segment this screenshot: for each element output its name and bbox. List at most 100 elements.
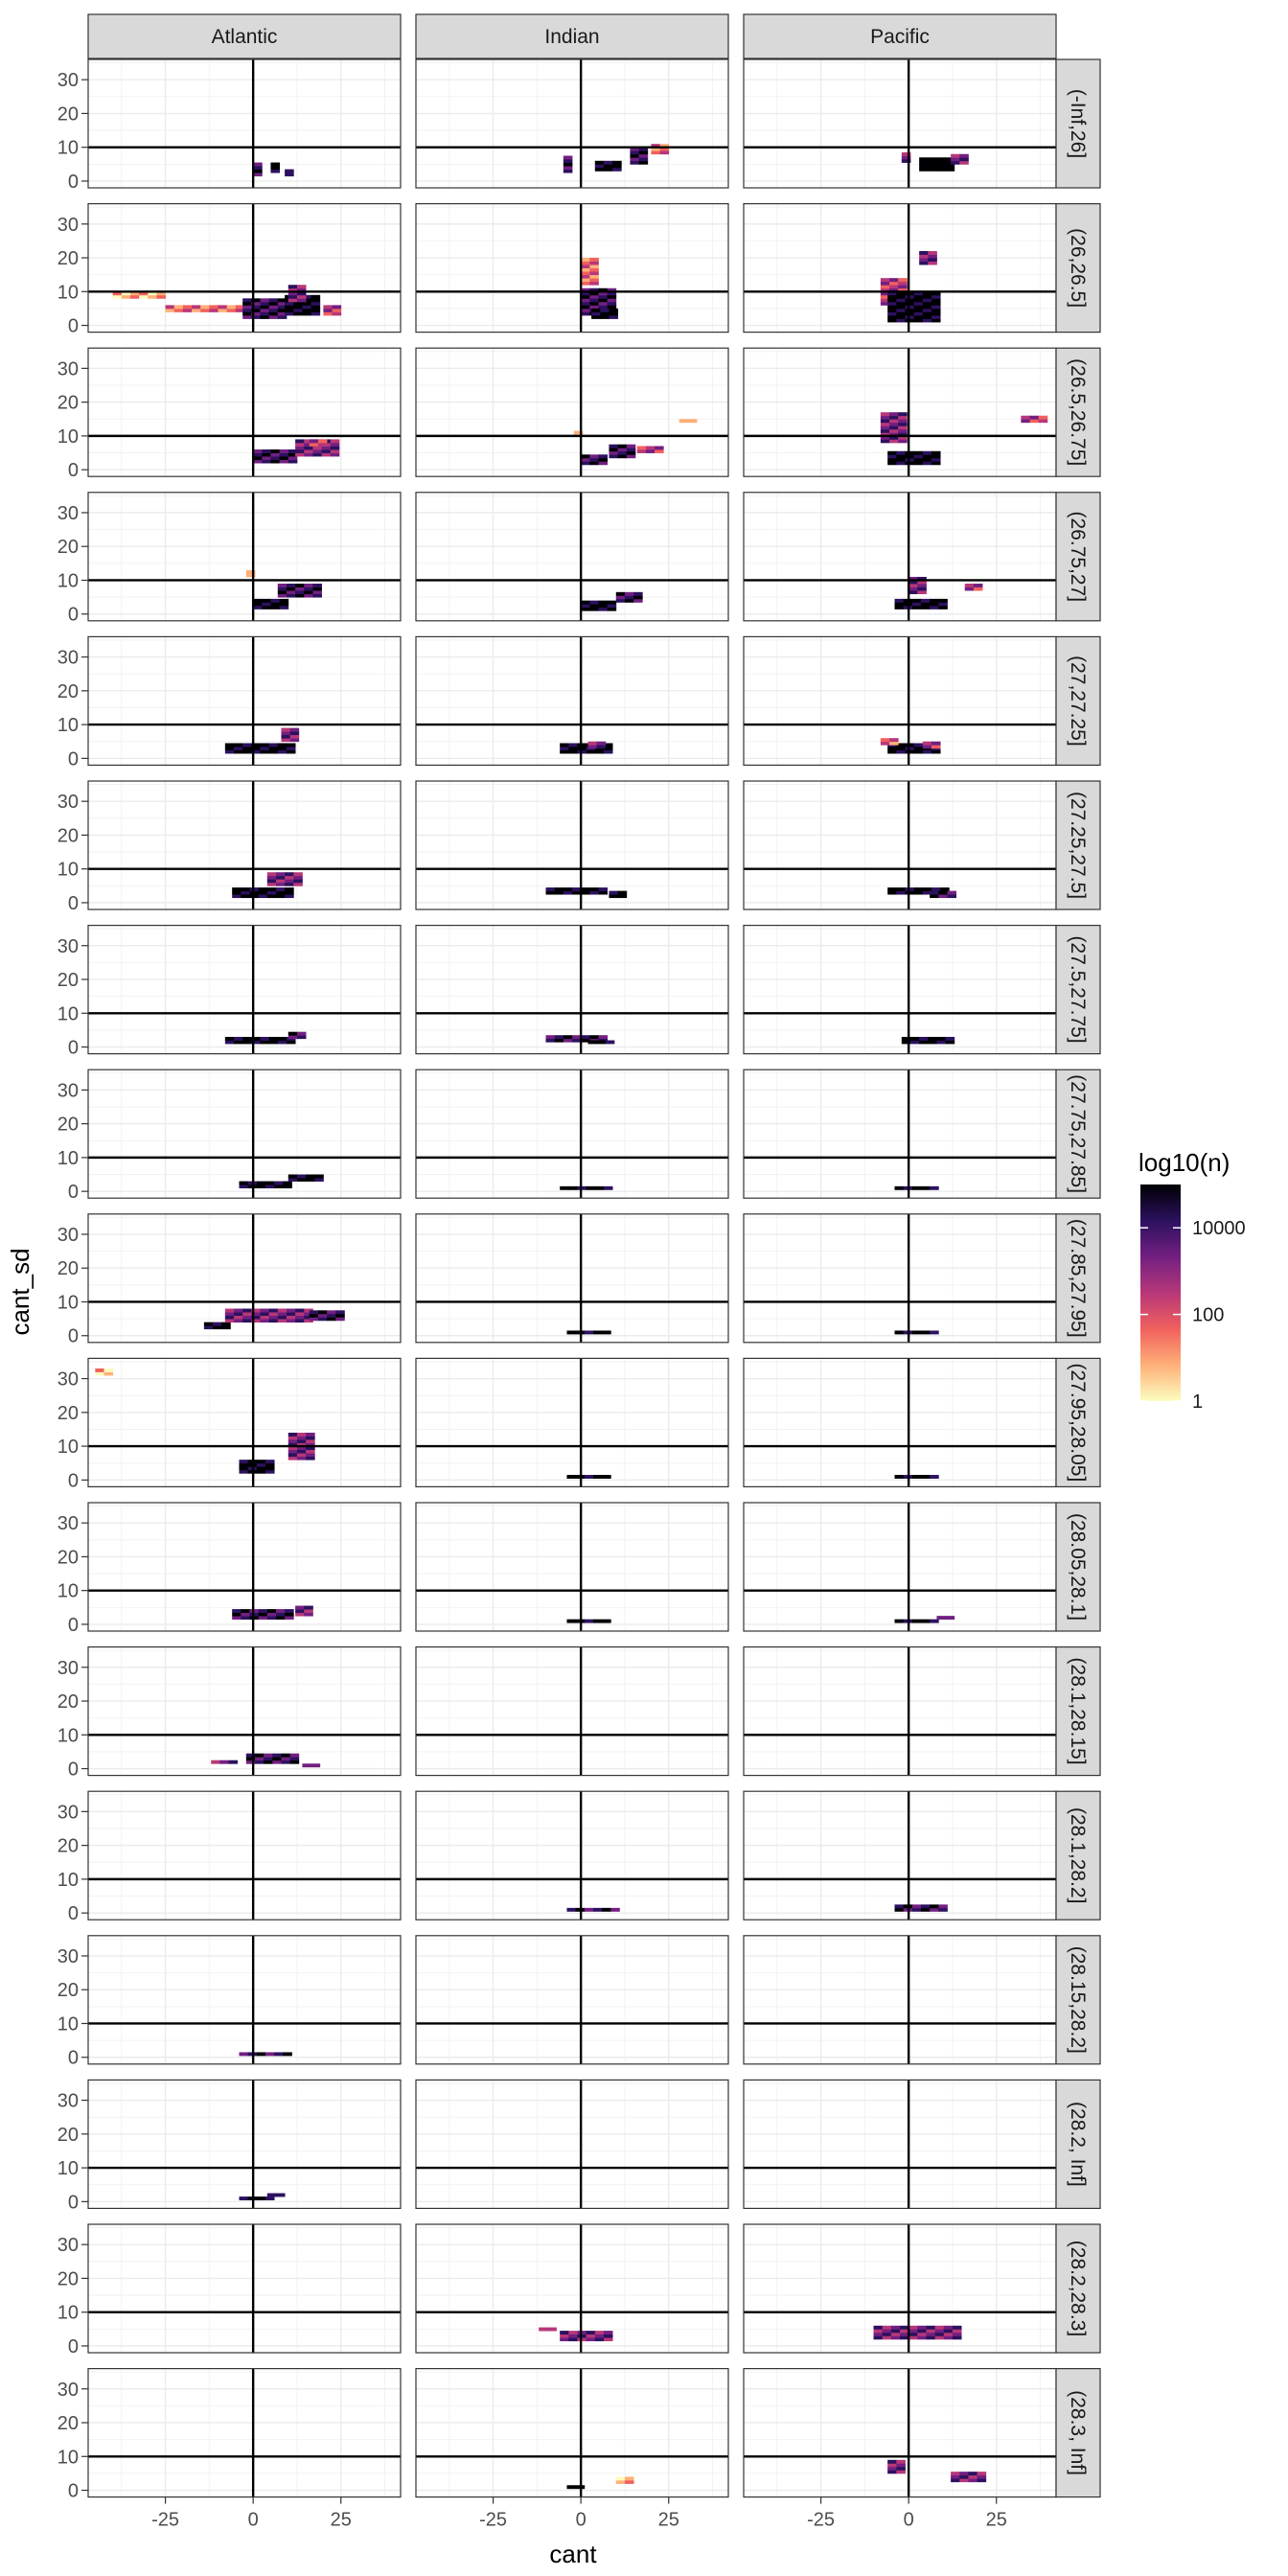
heatmap-tile (275, 879, 286, 884)
heatmap-tile (306, 1432, 315, 1437)
heatmap-tile (959, 157, 969, 162)
heatmap-tile (581, 278, 590, 283)
y-tick-label: 0 (68, 2336, 79, 2358)
heatmap-tile (232, 1612, 242, 1617)
column-strip-pacific (743, 13, 1057, 59)
heatmap-tile (651, 144, 660, 149)
heatmap-tile (581, 607, 590, 611)
heatmap-tile (873, 2329, 884, 2334)
heatmap-tile (945, 167, 955, 172)
row-strip-16 (1055, 2368, 1101, 2498)
heatmap-tile (581, 600, 590, 605)
heatmap-tile (630, 157, 639, 162)
heatmap-tile (887, 457, 897, 462)
heatmap-tile (617, 448, 628, 452)
heatmap-tile (936, 157, 947, 162)
heatmap-tile (289, 731, 300, 736)
heatmap-tile (563, 1038, 573, 1043)
heatmap-tile (277, 1319, 288, 1323)
heatmap-tile (332, 308, 342, 312)
heatmap-tile (295, 452, 305, 457)
heatmap-tile (295, 1605, 305, 1610)
panel-pacific-16 (743, 2368, 1057, 2498)
y-tick-label: 10 (58, 570, 79, 591)
heatmap-tile (288, 456, 298, 460)
heatmap-tile (304, 442, 313, 447)
heatmap-tile (112, 294, 123, 299)
panel-indian-7 (415, 1069, 729, 1199)
heatmap-tile (239, 1462, 249, 1467)
heatmap-tile (889, 422, 899, 426)
heatmap-tile (589, 294, 599, 299)
heatmap-tile (129, 291, 140, 296)
heatmap-tile (306, 1436, 315, 1440)
legend-ticks: 1 100 10000 (1140, 1218, 1246, 1413)
panel-background (88, 2080, 401, 2209)
heatmap-tile (607, 604, 617, 609)
heatmap-tile (609, 894, 619, 899)
facet-panels (87, 58, 1057, 2498)
heatmap-tile (296, 294, 307, 299)
heatmap-tile (286, 1040, 296, 1045)
heatmap-tile (920, 602, 931, 607)
panel-border (415, 2368, 729, 2498)
heatmap-tile (554, 1038, 564, 1043)
heatmap-tile (245, 569, 256, 574)
heatmap-tile (289, 1760, 300, 1764)
heatmap-tile (600, 314, 610, 319)
heatmap-tile (277, 593, 288, 598)
heatmap-tile (934, 2325, 945, 2330)
heatmap-tile (239, 1460, 249, 1464)
heatmap-tile (296, 1174, 307, 1179)
heatmap-tile (228, 1760, 239, 1764)
heatmap-tile (296, 1436, 307, 1440)
y-tick-label: 30 (58, 1513, 79, 1534)
heatmap-tile (617, 450, 628, 455)
heatmap-tile (296, 1178, 307, 1182)
heatmap-tile (268, 747, 279, 750)
heatmap-tile (898, 419, 908, 424)
heatmap-tile (591, 311, 601, 316)
column-strip-label: Pacific (870, 26, 930, 48)
heatmap-tile (898, 432, 908, 437)
heatmap-tile (931, 291, 941, 296)
heatmap-tile (913, 305, 924, 310)
heatmap-tile (296, 1442, 307, 1447)
panel-border (415, 780, 729, 910)
panel-background (88, 2224, 401, 2353)
x-tick-label: -25 (479, 2510, 507, 2531)
heatmap-tile (584, 1619, 594, 1623)
heatmap-tile (268, 305, 279, 310)
heatmap-tile (936, 164, 947, 169)
heatmap-tile (911, 598, 922, 603)
heatmap-tile (898, 415, 908, 420)
heatmap-tile (254, 1753, 264, 1758)
heatmap-tile (310, 1763, 321, 1768)
panel-pacific-3 (743, 492, 1057, 622)
heatmap-tile (633, 598, 643, 603)
y-tick-label: 20 (58, 1980, 79, 2001)
heatmap-tile (241, 1609, 250, 1614)
panel-background (416, 492, 728, 621)
panel-background (744, 1791, 1056, 1920)
heatmap-tile (889, 435, 899, 440)
panel-atlantic-4 (87, 635, 402, 767)
heatmap-tile (913, 314, 924, 319)
heatmap-tile (931, 308, 941, 312)
heatmap-tile (289, 1753, 300, 1758)
heatmap-tile (586, 2331, 596, 2335)
heatmap-tile (938, 894, 948, 899)
heatmap-tile (192, 305, 201, 310)
y-tick-label: 30 (58, 1225, 79, 1246)
heatmap-tile (928, 167, 937, 172)
heatmap-tile (268, 298, 279, 303)
heatmap-tile (262, 452, 271, 457)
x-tick-label: -25 (151, 2510, 179, 2531)
heatmap-tile (289, 727, 300, 732)
heatmap-tile (951, 157, 960, 162)
heatmap-tile (896, 749, 906, 754)
heatmap-tile (911, 1330, 922, 1335)
heatmap-tile (630, 150, 639, 155)
panel-background (88, 2368, 401, 2497)
heatmap-tile (901, 155, 911, 160)
